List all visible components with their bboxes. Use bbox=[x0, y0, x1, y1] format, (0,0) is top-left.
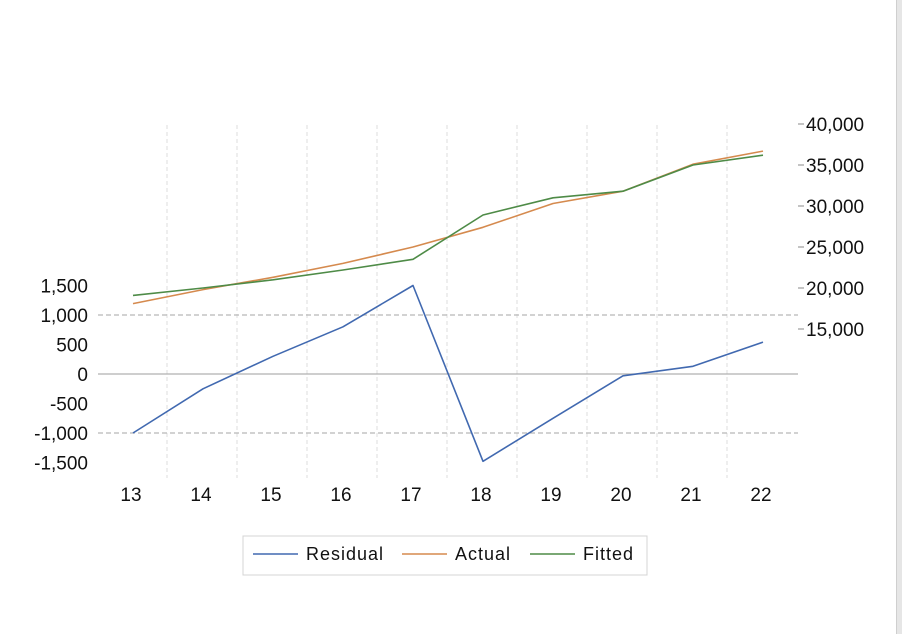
right-axis: 15,000 20,000 25,000 30,000 35,000 40,000 bbox=[798, 115, 864, 341]
left-tick-label: 1,000 bbox=[40, 306, 88, 327]
left-tick-label: 500 bbox=[56, 336, 88, 357]
x-tick-label: 14 bbox=[190, 485, 212, 506]
x-tick-label: 15 bbox=[260, 485, 281, 506]
left-tick-label: 0 bbox=[77, 365, 88, 386]
series-lines bbox=[132, 150, 764, 463]
series-line-residual bbox=[132, 284, 764, 463]
left-tick-label: -500 bbox=[50, 395, 88, 416]
x-tick-label: 19 bbox=[540, 485, 561, 506]
right-tick-label: 40,000 bbox=[806, 115, 864, 136]
legend: Residual Actual Fitted bbox=[242, 535, 648, 576]
left-tick-label: -1,000 bbox=[34, 424, 88, 445]
x-tick-label: 21 bbox=[680, 485, 701, 506]
left-axis: -1,500 -1,000 -500 0 500 1,000 1,500 bbox=[34, 277, 88, 475]
x-tick-label: 17 bbox=[400, 485, 421, 506]
legend-label-actual: Actual bbox=[455, 544, 511, 564]
x-tick-label: 20 bbox=[610, 485, 631, 506]
right-tick-label: 35,000 bbox=[806, 156, 864, 177]
x-axis: 13 14 15 16 17 18 19 20 21 22 bbox=[120, 485, 771, 506]
series-line-fitted bbox=[132, 154, 764, 297]
right-tick-label: 30,000 bbox=[806, 197, 864, 218]
x-tick-label: 22 bbox=[750, 485, 771, 506]
right-tick-label: 20,000 bbox=[806, 279, 864, 300]
x-tick-label: 13 bbox=[120, 485, 141, 506]
legend-label-fitted: Fitted bbox=[583, 544, 634, 564]
left-tick-label: 1,500 bbox=[40, 277, 88, 298]
legend-label-residual: Residual bbox=[306, 544, 384, 564]
x-tick-label: 16 bbox=[330, 485, 351, 506]
window-edge bbox=[896, 0, 902, 634]
right-tick-label: 25,000 bbox=[806, 238, 864, 259]
x-tick-label: 18 bbox=[470, 485, 491, 506]
legend-box bbox=[242, 535, 648, 576]
right-tick-label: 15,000 bbox=[806, 320, 864, 341]
grid-layer bbox=[166, 125, 728, 478]
left-tick-label: -1,500 bbox=[34, 454, 88, 475]
